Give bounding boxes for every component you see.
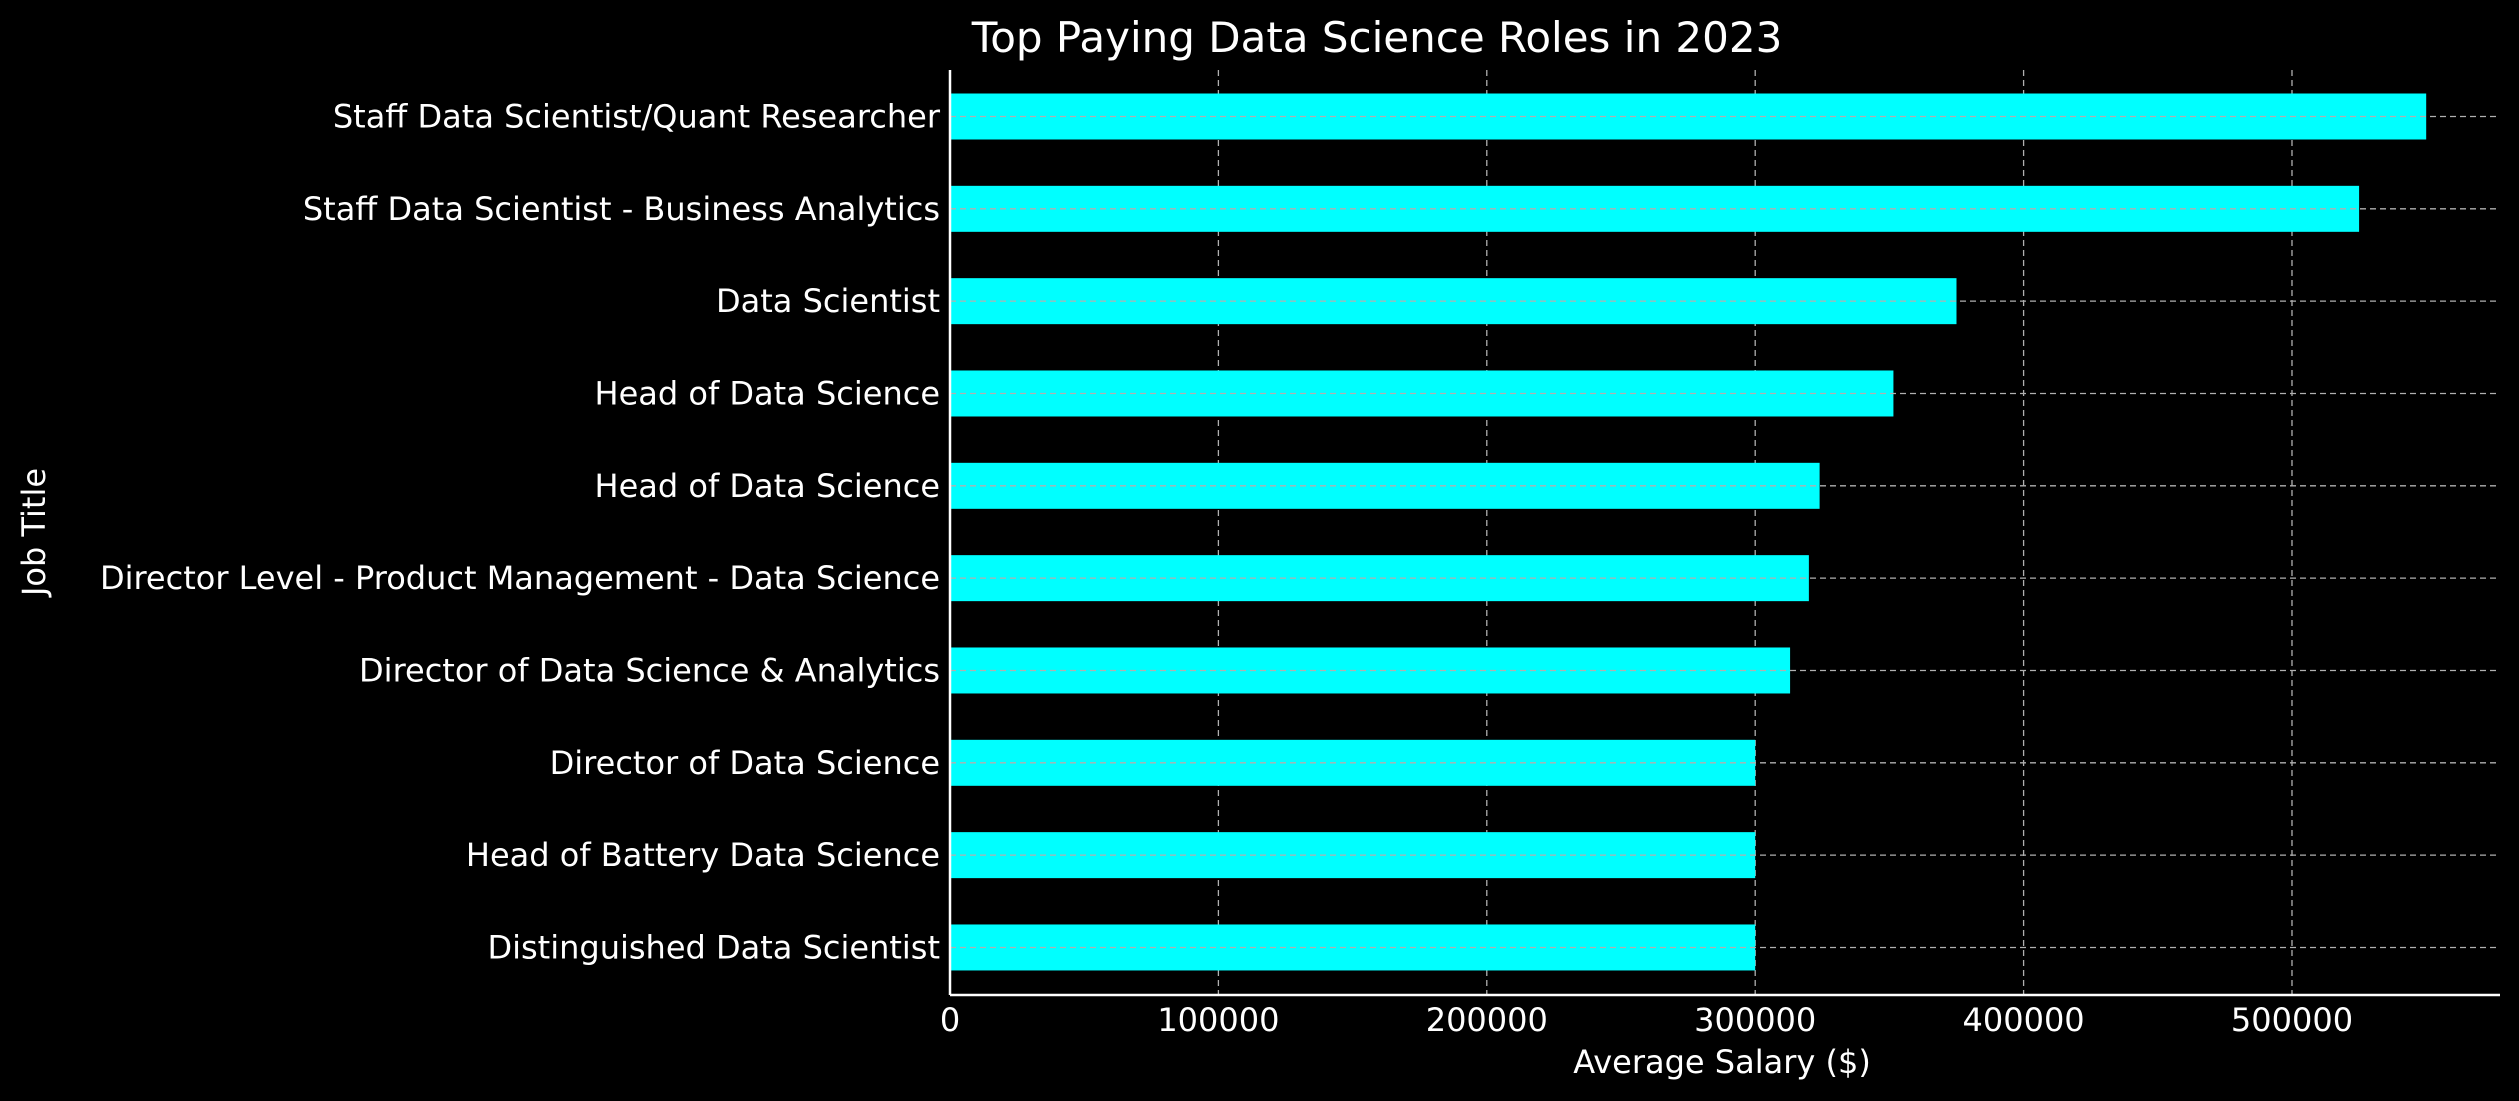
y-tick-label: Director of Data Science & Analytics	[359, 651, 940, 689]
y-tick-label: Data Scientist	[716, 282, 940, 320]
x-tick-label: 0	[940, 1001, 960, 1039]
x-axis-label: Average Salary ($)	[1573, 1043, 1871, 1081]
y-tick-label: Staff Data Scientist/Quant Researcher	[333, 98, 941, 136]
ticks-layer: Staff Data Scientist/Quant Researcher Sta…	[100, 98, 2353, 1040]
x-tick-label: 100000	[1157, 1001, 1279, 1039]
y-tick-label: Director of Data Science	[550, 744, 940, 782]
y-tick-label: Distinguished Data Scientist	[487, 928, 940, 966]
chart-title: Top Paying Data Science Roles in 2023	[971, 13, 1783, 62]
bars-layer	[950, 93, 2500, 971]
y-tick-label: Head of Data Science	[595, 467, 940, 505]
y-axis-label: Job Title	[15, 468, 53, 598]
x-tick-label: 200000	[1426, 1001, 1548, 1039]
y-tick-label: Staff Data Scientist - Business Analytic…	[303, 190, 940, 228]
y-tick-label: Head of Battery Data Science	[466, 836, 940, 874]
x-tick-label: 500000	[2231, 1001, 2353, 1039]
y-tick-label: Head of Data Science	[595, 374, 940, 412]
x-tick-label: 300000	[1694, 1001, 1816, 1039]
x-tick-label: 400000	[1963, 1001, 2085, 1039]
y-tick-label: Director Level - Product Management - Da…	[100, 559, 940, 597]
axes-layer	[948, 70, 2500, 997]
